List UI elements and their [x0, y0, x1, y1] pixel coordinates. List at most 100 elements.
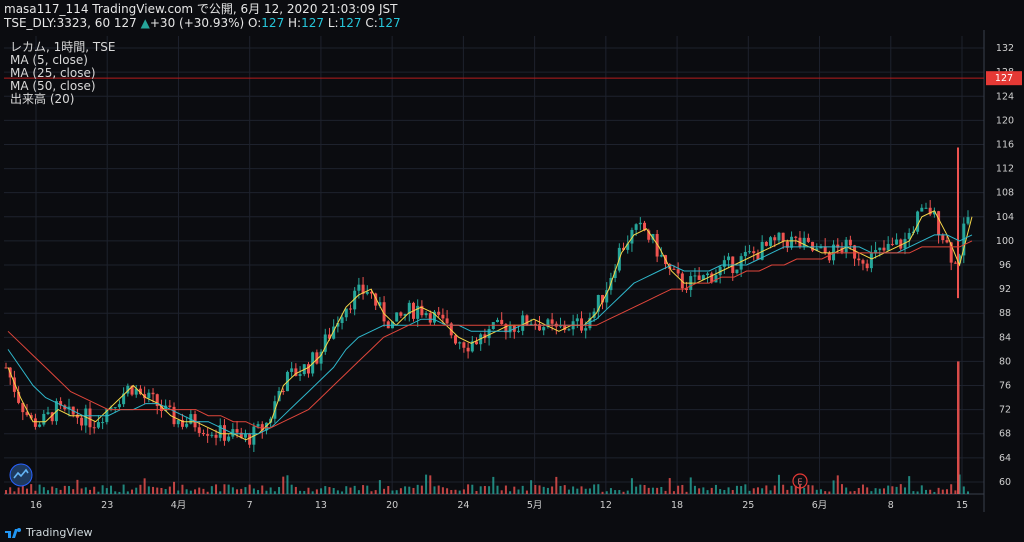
candle-body [756, 253, 760, 260]
brand-footer[interactable]: TradingView [4, 526, 92, 539]
volume-bar [689, 477, 692, 494]
chart-logo-glyph-icon [13, 468, 29, 479]
last-price-tag [986, 71, 1022, 86]
volume-bar [588, 488, 591, 494]
y-tick-label: 96 [999, 260, 1011, 271]
candle-body [697, 275, 701, 281]
ma5-line [7, 210, 973, 441]
volume-bar [668, 478, 671, 494]
candle-body [12, 377, 16, 392]
volume-bar [912, 491, 915, 494]
candle-body [542, 327, 546, 331]
volume-bar [937, 487, 940, 494]
volume-bar [572, 486, 575, 494]
volume-bar [341, 491, 344, 494]
y-tick-label: 120 [996, 115, 1014, 126]
volume-bar [614, 490, 617, 494]
candle-body [727, 256, 731, 261]
volume-bar [135, 487, 138, 494]
earnings-marker-label: E [797, 478, 802, 487]
volume-bar [492, 476, 495, 494]
candle-body [357, 284, 361, 291]
x-tick-label: 20 [386, 500, 398, 511]
candle-body [580, 318, 584, 331]
candle-body [239, 432, 243, 438]
volume-bar [131, 489, 134, 494]
volume-bar [311, 491, 314, 494]
volume-bar [420, 485, 423, 494]
volume-bar [740, 486, 743, 494]
candle-body [601, 294, 605, 303]
volume-bar [546, 487, 549, 494]
candle-body [920, 207, 924, 212]
candle-body [185, 423, 189, 427]
candle-body [33, 418, 37, 427]
volume-bar [551, 486, 554, 494]
volume-bar [408, 486, 411, 494]
candle-body [4, 367, 8, 369]
legend-ma50[interactable]: MA (50, close) [10, 79, 96, 93]
volume-bar [51, 486, 54, 494]
volume-bar [832, 480, 835, 494]
y-tick-label: 76 [999, 381, 1011, 392]
volume-bar [13, 491, 16, 494]
candle-body [626, 243, 630, 250]
candle-body [962, 223, 966, 256]
candle-body [647, 230, 651, 240]
volume-bar [156, 487, 159, 494]
x-tick-label: 25 [742, 500, 754, 511]
volume-bar [458, 490, 461, 494]
x-tick-label: 12 [600, 500, 612, 511]
volume-bar [567, 489, 570, 494]
x-tick-label: 15 [956, 500, 968, 511]
volume-spike [957, 361, 960, 494]
candle-body [949, 242, 953, 263]
indicator-legend[interactable]: レカム, 1時間, TSE MA (5, close) MA (25, clos… [10, 41, 115, 106]
candle-body [643, 222, 647, 231]
candle-body [739, 256, 743, 270]
time-axis[interactable]: 16 23 4月 7 13 20 24 5月 12 18 25 6月 8 15 [30, 500, 968, 511]
volume-bar [840, 484, 843, 494]
volume-bar [30, 484, 33, 494]
volume-bar [383, 488, 386, 494]
legend-volume[interactable]: 出来高 (20) [10, 92, 75, 106]
candle-body [50, 412, 54, 422]
candle-body [752, 251, 756, 254]
volume-bar [273, 491, 276, 494]
candle-body [340, 317, 344, 324]
volume-bar [958, 474, 961, 494]
candle-body [96, 422, 100, 428]
volume-bar [761, 488, 764, 494]
candle-body [147, 392, 151, 399]
candle-body [315, 352, 319, 364]
volume-bar [803, 487, 806, 494]
candle-body [319, 351, 323, 364]
volume-bar [563, 485, 566, 494]
volume-bar [147, 486, 150, 494]
volume-bar [504, 485, 507, 494]
volume-bar [76, 479, 79, 494]
volume-bar [219, 491, 222, 494]
candle-body [151, 392, 155, 395]
volume-bar [559, 485, 562, 494]
volume-bar [479, 486, 482, 494]
publish-info: masa117_114 TradingView.com で公開, 6月 12, … [4, 2, 398, 16]
candle-body [899, 239, 903, 249]
candle-body [815, 248, 819, 251]
volume-bar [945, 489, 948, 494]
price-axis[interactable]: 60 64 68 72 76 80 84 88 92 96 100 104 108 112 116 120 12… [996, 43, 1014, 488]
volume-bar [244, 487, 247, 494]
legend-ma5[interactable]: MA (5, close) [10, 53, 88, 67]
candle-body [59, 401, 63, 406]
volume-bar [731, 490, 734, 494]
candle-body [38, 424, 42, 427]
candle-body [159, 406, 163, 412]
legend-ma25[interactable]: MA (25, close) [10, 66, 96, 80]
volume-bar [685, 491, 688, 494]
candle-body [180, 420, 184, 427]
earnings-marker-icon [792, 473, 808, 489]
volume-bar [290, 484, 293, 494]
x-tick-label: 18 [671, 500, 683, 511]
candle-body [407, 302, 411, 314]
